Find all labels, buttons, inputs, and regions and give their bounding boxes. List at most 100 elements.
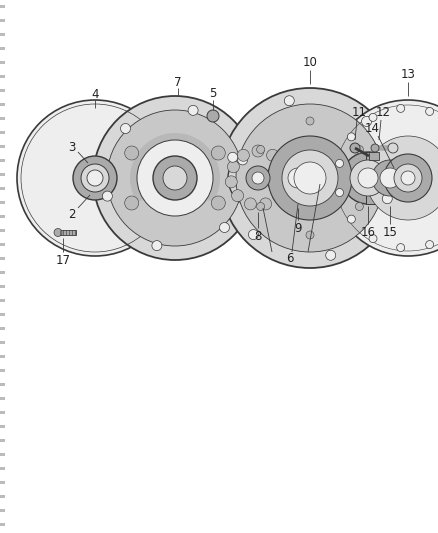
Circle shape bbox=[73, 156, 117, 200]
Bar bbox=[0, 411, 5, 414]
Circle shape bbox=[188, 106, 198, 115]
Circle shape bbox=[361, 116, 371, 126]
Circle shape bbox=[219, 88, 399, 268]
Circle shape bbox=[400, 171, 414, 185]
Circle shape bbox=[93, 96, 256, 260]
Text: 17: 17 bbox=[55, 254, 71, 266]
Circle shape bbox=[371, 160, 407, 196]
Bar bbox=[0, 383, 5, 386]
Circle shape bbox=[349, 143, 359, 153]
Circle shape bbox=[365, 136, 438, 220]
Circle shape bbox=[244, 198, 256, 210]
Circle shape bbox=[292, 199, 302, 209]
Bar bbox=[0, 299, 5, 302]
Bar bbox=[0, 173, 5, 176]
Circle shape bbox=[256, 146, 264, 154]
Circle shape bbox=[227, 161, 239, 173]
Bar bbox=[0, 481, 5, 484]
Circle shape bbox=[370, 144, 378, 152]
Bar bbox=[0, 243, 5, 246]
Bar bbox=[0, 103, 5, 106]
Circle shape bbox=[346, 133, 354, 141]
Circle shape bbox=[368, 235, 376, 243]
Circle shape bbox=[305, 117, 313, 125]
Circle shape bbox=[325, 251, 335, 260]
Circle shape bbox=[137, 140, 212, 216]
Circle shape bbox=[276, 161, 288, 173]
Circle shape bbox=[335, 189, 343, 197]
Text: 16: 16 bbox=[360, 225, 374, 238]
Bar bbox=[0, 453, 5, 456]
Circle shape bbox=[237, 149, 249, 161]
Circle shape bbox=[267, 136, 351, 220]
Circle shape bbox=[381, 193, 392, 204]
Bar bbox=[0, 341, 5, 344]
Circle shape bbox=[17, 100, 173, 256]
Bar bbox=[0, 397, 5, 400]
Bar bbox=[0, 75, 5, 78]
Text: 11: 11 bbox=[351, 106, 366, 118]
Bar bbox=[0, 467, 5, 470]
Circle shape bbox=[207, 110, 219, 122]
Circle shape bbox=[120, 124, 130, 133]
Text: 10: 10 bbox=[302, 55, 317, 69]
Text: 4: 4 bbox=[91, 87, 99, 101]
Bar bbox=[0, 369, 5, 372]
Circle shape bbox=[425, 108, 433, 116]
Circle shape bbox=[368, 114, 376, 122]
Circle shape bbox=[292, 147, 302, 157]
Circle shape bbox=[335, 159, 343, 167]
Circle shape bbox=[227, 152, 237, 162]
Circle shape bbox=[304, 150, 314, 159]
Bar bbox=[0, 523, 5, 526]
Circle shape bbox=[341, 152, 393, 204]
Circle shape bbox=[349, 160, 385, 196]
Circle shape bbox=[304, 197, 314, 206]
Bar bbox=[0, 495, 5, 498]
Circle shape bbox=[237, 155, 247, 165]
Circle shape bbox=[211, 146, 225, 160]
Circle shape bbox=[396, 244, 404, 252]
Bar bbox=[368, 152, 378, 160]
Circle shape bbox=[102, 191, 112, 201]
Bar bbox=[0, 257, 5, 260]
Circle shape bbox=[266, 149, 278, 161]
Bar bbox=[0, 509, 5, 512]
Circle shape bbox=[313, 157, 323, 167]
Bar bbox=[0, 5, 5, 8]
Circle shape bbox=[272, 157, 282, 167]
Circle shape bbox=[152, 240, 162, 251]
Circle shape bbox=[107, 110, 243, 246]
Bar bbox=[58, 230, 76, 235]
Circle shape bbox=[287, 168, 307, 188]
Bar bbox=[0, 327, 5, 330]
Circle shape bbox=[396, 104, 404, 112]
Circle shape bbox=[153, 156, 197, 200]
Bar bbox=[0, 89, 5, 92]
Bar bbox=[0, 285, 5, 288]
Bar bbox=[0, 355, 5, 358]
Circle shape bbox=[284, 96, 293, 106]
Text: 7: 7 bbox=[174, 76, 181, 88]
Text: 9: 9 bbox=[293, 222, 301, 235]
Bar bbox=[365, 152, 385, 204]
Circle shape bbox=[259, 198, 271, 210]
Circle shape bbox=[54, 229, 62, 237]
Circle shape bbox=[329, 100, 438, 256]
Circle shape bbox=[354, 203, 363, 211]
Circle shape bbox=[281, 150, 291, 159]
Circle shape bbox=[383, 154, 431, 202]
Bar bbox=[0, 33, 5, 36]
Text: 14: 14 bbox=[364, 122, 378, 134]
Circle shape bbox=[227, 148, 287, 208]
Circle shape bbox=[354, 146, 363, 154]
Circle shape bbox=[379, 168, 399, 188]
Bar bbox=[0, 131, 5, 134]
Circle shape bbox=[318, 167, 328, 177]
Circle shape bbox=[425, 240, 433, 248]
Circle shape bbox=[231, 190, 243, 201]
Circle shape bbox=[387, 143, 397, 153]
Bar bbox=[0, 61, 5, 64]
Bar bbox=[0, 215, 5, 218]
Bar bbox=[0, 425, 5, 428]
